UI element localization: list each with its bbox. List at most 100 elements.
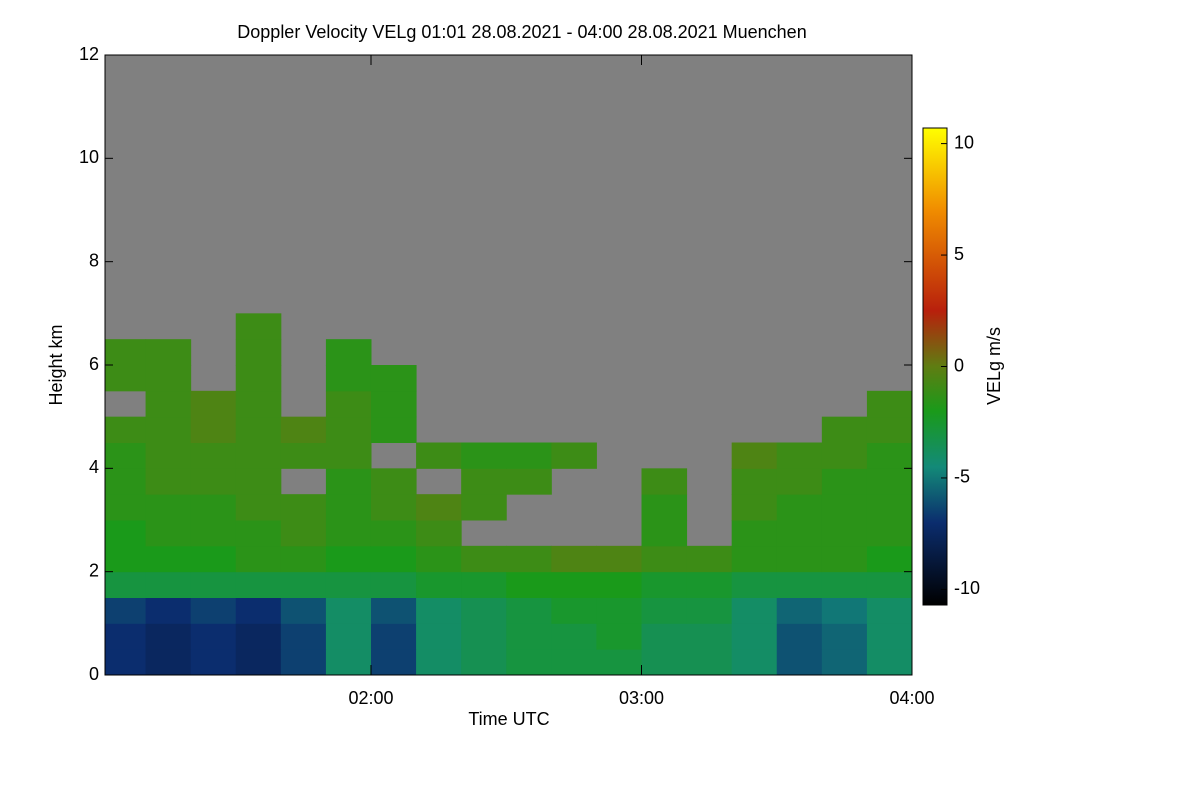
heatmap-cell: [280, 649, 327, 676]
heatmap-cell: [280, 416, 327, 443]
heatmap-cell: [190, 545, 237, 573]
heatmap-cell: [145, 597, 192, 624]
heatmap-cell: [235, 494, 282, 521]
heatmap-cell: [776, 545, 823, 573]
heatmap-cell: [235, 649, 282, 676]
heatmap-cell: [821, 442, 868, 469]
heatmap-cell: [821, 597, 868, 624]
heatmap-cell: [866, 390, 913, 418]
heatmap-cell: [280, 571, 327, 598]
heatmap-cell: [641, 545, 688, 573]
heatmap-cell: [145, 494, 192, 521]
heatmap-cell: [821, 520, 868, 547]
heatmap-cell: [370, 571, 417, 598]
heatmap-cell: [280, 442, 327, 469]
heatmap-cell: [461, 545, 507, 573]
heatmap-cell: [325, 365, 372, 392]
heatmap-cell: [866, 649, 913, 676]
heatmap-cell: [866, 571, 913, 598]
heatmap-cell: [506, 468, 552, 495]
heatmap-cell: [190, 390, 237, 418]
heatmap-cell: [506, 545, 552, 573]
heatmap-cell: [325, 494, 372, 521]
heatmap-cell: [370, 468, 417, 495]
heatmap-cell: [190, 468, 237, 495]
heatmap-cell: [776, 520, 823, 547]
heatmap-cell: [325, 339, 372, 366]
y-axis-label: Height km: [46, 324, 66, 405]
heatmap-cell: [325, 649, 372, 676]
heatmap-cell: [325, 623, 372, 650]
heatmap-cell: [686, 649, 733, 676]
heatmap-cell: [325, 442, 372, 469]
heatmap-cell: [280, 494, 327, 521]
heatmap-cell: [145, 339, 192, 366]
heatmap-cell: [145, 545, 192, 573]
heatmap-cell: [641, 649, 688, 676]
heatmap-cell: [731, 597, 778, 624]
heatmap-cell: [325, 390, 372, 418]
y-tick-label: 10: [79, 147, 99, 167]
heatmap-cell: [551, 442, 597, 469]
heatmap-cell: [235, 313, 282, 340]
heatmap-cell: [461, 468, 507, 495]
heatmap-cell: [461, 597, 507, 624]
colorbar-tick-label: 0: [954, 355, 964, 375]
heatmap-cell: [551, 545, 597, 573]
heatmap-cell: [235, 416, 282, 443]
heatmap-cell: [866, 597, 913, 624]
heatmap-cell: [416, 494, 462, 521]
heatmap-cell: [821, 468, 868, 495]
heatmap-cell: [416, 545, 462, 573]
heatmap-cell: [461, 442, 507, 469]
heatmap-cell: [105, 545, 147, 573]
heatmap-cell: [370, 649, 417, 676]
heatmap-cell: [325, 571, 372, 598]
heatmap-cell: [866, 545, 913, 573]
heatmap-cell: [105, 649, 147, 676]
y-tick-label: 0: [89, 664, 99, 684]
heatmap-cell: [641, 520, 688, 547]
heatmap-cell: [190, 520, 237, 547]
heatmap-cell: [145, 416, 192, 443]
heatmap-cell: [686, 545, 733, 573]
heatmap-cell: [596, 597, 642, 624]
heatmap-cell: [866, 494, 913, 521]
x-axis-label: Time UTC: [468, 709, 549, 729]
colorbar-tick-label: -5: [954, 467, 970, 487]
x-tick-label: 03:00: [619, 688, 664, 708]
heatmap-cell: [145, 365, 192, 392]
heatmap-cell: [370, 416, 417, 443]
heatmap-cell: [370, 545, 417, 573]
heatmap-cell: [190, 494, 237, 521]
x-tick-label: 04:00: [889, 688, 934, 708]
heatmap-cell: [190, 649, 237, 676]
heatmap-cell: [105, 468, 147, 495]
heatmap-cell: [145, 468, 192, 495]
heatmap-cell: [731, 442, 778, 469]
heatmap-cell: [145, 571, 192, 598]
colorbar-tick-label: 10: [954, 132, 974, 152]
heatmap-cell: [686, 597, 733, 624]
heatmap-cell: [866, 416, 913, 443]
heatmap-cell: [280, 623, 327, 650]
heatmap-cell: [416, 571, 462, 598]
heatmap-cell: [105, 416, 147, 443]
heatmap-cell: [596, 545, 642, 573]
heatmap-cell: [145, 442, 192, 469]
heatmap-cell: [235, 623, 282, 650]
heatmap-cell: [105, 339, 147, 366]
heatmap-cell: [370, 623, 417, 650]
heatmap-cell: [235, 571, 282, 598]
heatmap-cell: [190, 571, 237, 598]
heatmap-cell: [731, 623, 778, 650]
heatmap-cell: [596, 571, 642, 598]
heatmap-cell: [105, 597, 147, 624]
heatmap-cell: [641, 468, 688, 495]
heatmap-cell: [105, 623, 147, 650]
heatmap-cell: [235, 545, 282, 573]
heatmap-cell: [325, 416, 372, 443]
heatmap-cell: [776, 623, 823, 650]
heatmap-cell: [235, 390, 282, 418]
